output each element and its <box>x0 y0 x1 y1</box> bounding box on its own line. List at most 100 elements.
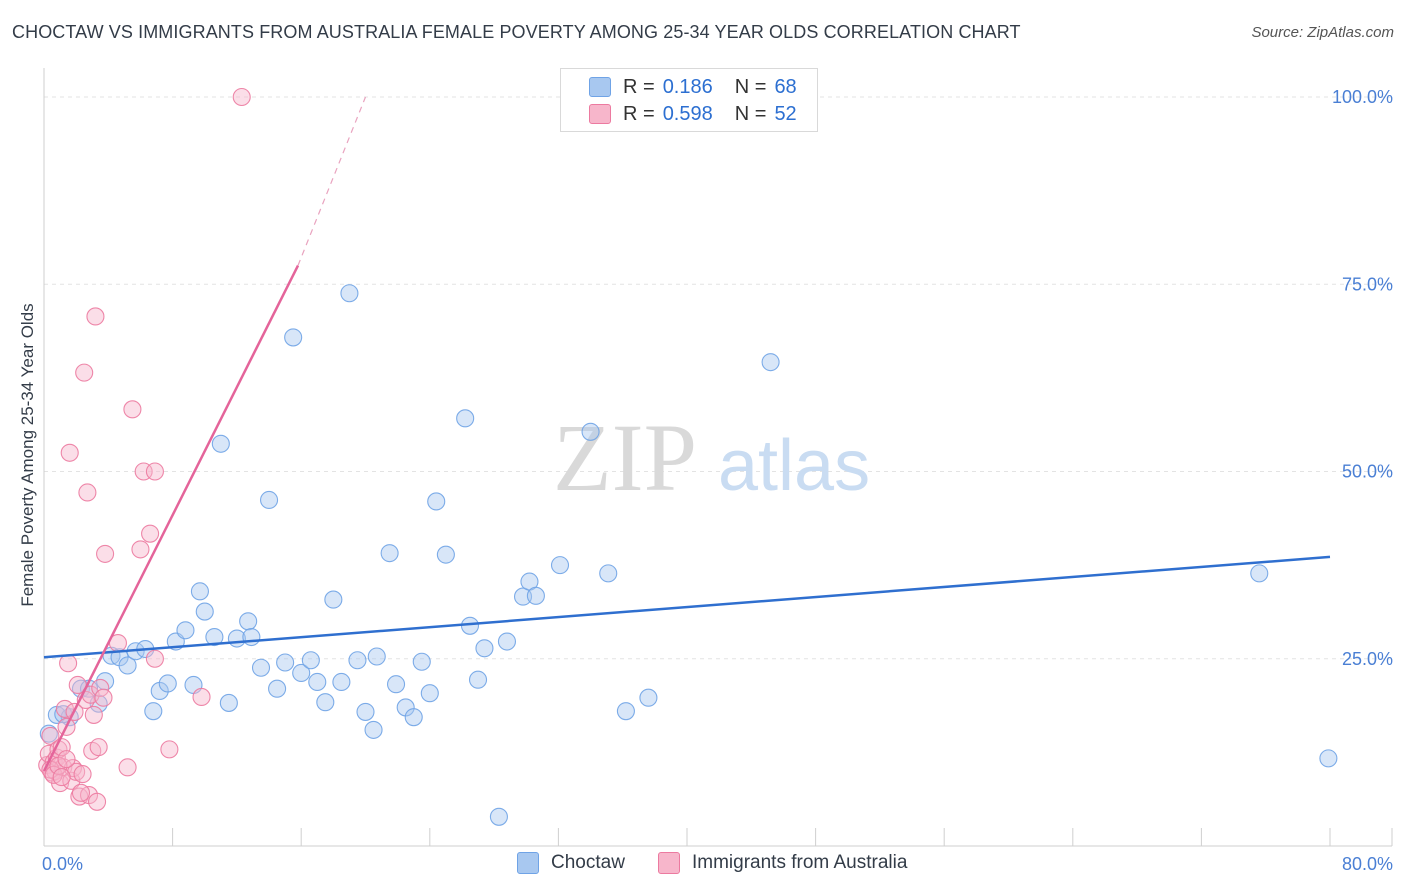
australia-point <box>41 726 60 745</box>
australia-point <box>84 705 103 724</box>
source-label: Source: ZipAtlas.com <box>1251 24 1394 41</box>
gridlines <box>44 96 1392 660</box>
choctaw-point <box>380 544 399 563</box>
choctaw-point <box>599 564 618 583</box>
choctaw-point <box>513 587 533 606</box>
australia-point <box>145 649 164 668</box>
australia-point <box>123 400 142 419</box>
choctaw-point <box>284 328 303 347</box>
x-tick-label: 80.0% <box>1342 854 1393 874</box>
choctaw-point <box>219 693 238 712</box>
choctaw-point <box>581 422 600 441</box>
choctaw-point <box>1250 564 1269 583</box>
choctaw-point <box>761 353 780 372</box>
australia-point <box>94 688 113 707</box>
australia-point <box>141 524 160 543</box>
watermark: ZIP atlas <box>553 404 870 511</box>
legend-swatch-choctaw <box>589 77 611 97</box>
australia-point <box>232 87 251 107</box>
australia-point <box>96 544 115 563</box>
australia-point <box>86 307 105 326</box>
australia-point <box>91 678 110 698</box>
choctaw-point <box>239 612 258 631</box>
australia-point <box>60 443 79 462</box>
australia-trend-extension <box>297 96 367 266</box>
choctaw-point <box>386 675 406 694</box>
australia-point <box>160 740 179 759</box>
choctaw-point <box>324 590 343 609</box>
australia-point <box>78 483 97 502</box>
choctaw-point <box>301 651 320 670</box>
australia-point <box>75 363 94 382</box>
series-swatch-choctaw <box>517 852 539 874</box>
choctaw-point <box>292 663 311 683</box>
correlation-legend: R = 0.186 N = 68 R = 0.598 N = 52 <box>560 68 818 132</box>
australia-point <box>118 758 137 777</box>
australia-point <box>89 738 108 757</box>
choctaw-point <box>251 658 271 677</box>
legend-r-value: 0.598 <box>662 102 713 125</box>
australia-point <box>192 687 211 706</box>
choctaw-point <box>348 651 367 670</box>
watermark-zip: ZIP <box>553 404 697 511</box>
legend-r-value: 0.186 <box>662 75 713 98</box>
choctaw-point <box>526 586 545 605</box>
choctaw-point <box>268 679 287 698</box>
series-label-australia: Immigrants from Australia <box>692 852 908 873</box>
series-legend-australia[interactable]: Immigrants from Australia <box>658 852 907 874</box>
choctaw-point <box>308 672 327 692</box>
choctaw-point <box>367 647 386 666</box>
choctaw-point <box>242 627 261 647</box>
y-tick-label: 50.0% <box>1342 462 1393 482</box>
choctaw-point <box>332 672 351 692</box>
australia-point <box>145 462 164 481</box>
australia-point <box>57 750 76 769</box>
choctaw-point <box>456 409 475 428</box>
series-legend-choctaw[interactable]: Choctaw <box>517 852 625 874</box>
trend-lines <box>42 96 1331 772</box>
choctaw-point <box>489 807 508 826</box>
legend-n-label: N = <box>734 102 767 125</box>
choctaw-trend-line <box>43 555 1331 659</box>
y-tick-label: 75.0% <box>1342 274 1393 294</box>
choctaw-point <box>190 582 209 601</box>
series-swatch-australia <box>658 852 680 874</box>
tick-labels: 25.0% 50.0% 75.0% 100.0% 0.0% 80.0% <box>42 87 1393 874</box>
legend-swatch-australia <box>589 104 611 124</box>
australia-point <box>59 654 78 673</box>
choctaw-point <box>497 632 517 651</box>
x-tick-label: 0.0% <box>42 854 83 874</box>
legend-n-label: N = <box>734 75 767 98</box>
choctaw-point <box>404 708 423 727</box>
chart-title: CHOCTAW VS IMMIGRANTS FROM AUSTRALIA FEM… <box>12 22 1021 42</box>
data-points <box>38 87 1338 826</box>
legend-row-australia: R = 0.598 N = 52 <box>589 102 797 126</box>
australia-point <box>73 765 92 784</box>
legend-r-label: R = <box>623 102 655 125</box>
choctaw-point <box>195 602 214 621</box>
series-legend: Choctaw Immigrants from Australia <box>0 852 1406 878</box>
choctaw-point <box>468 670 488 689</box>
choctaw-point <box>616 702 635 721</box>
choctaw-point <box>316 693 335 712</box>
choctaw-point <box>639 688 658 707</box>
axes <box>43 68 1393 847</box>
australia-point <box>71 783 91 802</box>
choctaw-point <box>460 616 480 635</box>
choctaw-point <box>356 702 375 721</box>
legend-n-value: 52 <box>774 102 797 125</box>
legend-n-value: 68 <box>774 75 797 98</box>
choctaw-point <box>176 621 195 640</box>
choctaw-point <box>1319 749 1338 768</box>
australia-trend-line <box>42 264 300 772</box>
choctaw-point <box>436 545 455 564</box>
choctaw-point <box>475 639 494 658</box>
y-tick-label: 25.0% <box>1342 649 1393 669</box>
choctaw-point <box>364 720 383 739</box>
choctaw-point <box>550 556 570 575</box>
y-tick-label: 100.0% <box>1332 87 1393 107</box>
choctaw-point <box>427 492 446 511</box>
choctaw-point <box>158 674 177 693</box>
choctaw-point <box>205 627 224 647</box>
